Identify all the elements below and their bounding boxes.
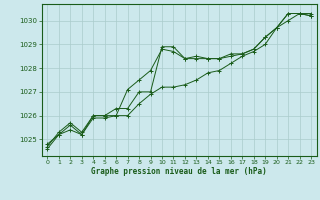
X-axis label: Graphe pression niveau de la mer (hPa): Graphe pression niveau de la mer (hPa) — [91, 167, 267, 176]
